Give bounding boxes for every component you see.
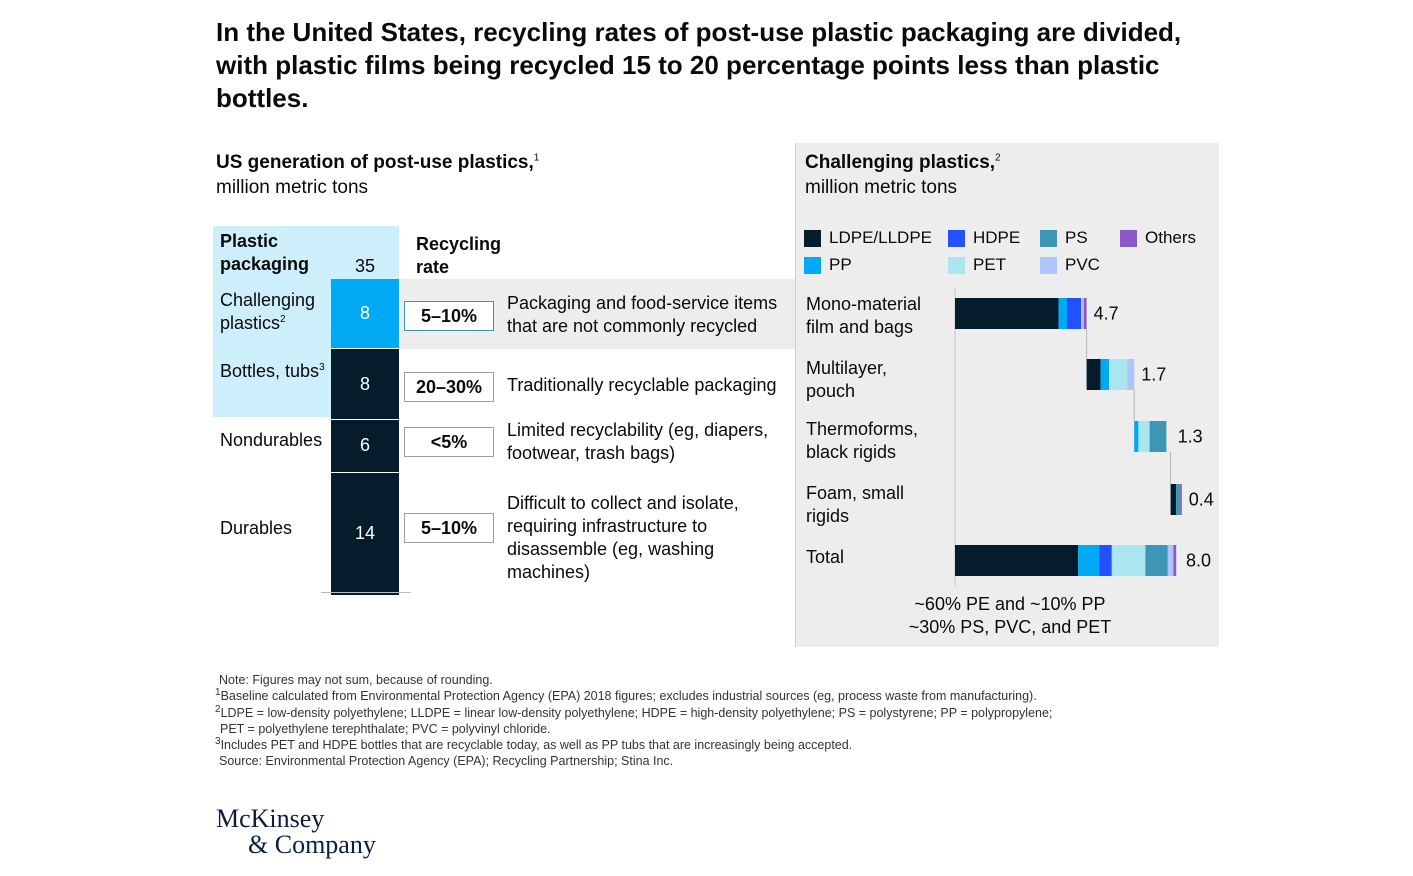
bar-segment-0: 8 xyxy=(331,279,399,350)
category-label-2: Thermoforms, black rigids xyxy=(806,419,919,462)
legend-swatch xyxy=(1120,229,1137,247)
bar-segment-ps xyxy=(1145,545,1168,576)
bar-segment-pp xyxy=(1134,421,1139,452)
left-chart-heading: US generation of post-use plastics,1 mil… xyxy=(216,150,539,200)
bar-segment-others xyxy=(1180,484,1182,515)
legend-swatch xyxy=(1040,229,1057,247)
legend-label: PS xyxy=(1065,228,1088,247)
right-heading-text: Challenging plastics, xyxy=(805,152,996,173)
row-description-2: Limited recyclability (eg, diapers, foot… xyxy=(507,420,769,463)
right-heading-footnote: 2 xyxy=(995,152,1001,164)
value-label: 8.0 xyxy=(1186,551,1211,571)
packaging-total: 35 xyxy=(354,256,376,276)
value-label: 1.3 xyxy=(1178,427,1203,447)
bar-segment-1: 8 xyxy=(331,349,399,420)
rate-header: Recycling rate xyxy=(416,234,502,277)
row-description-1: Traditionally recyclable packaging xyxy=(507,375,777,395)
bar-segment-3: 14 xyxy=(331,472,399,596)
row-label-0: Challenging plastics2 xyxy=(220,290,316,333)
logo-line-2: & Company xyxy=(248,830,376,859)
legend-label: HDPE xyxy=(973,228,1021,247)
bar-segment-pp xyxy=(1078,545,1100,576)
left-baseline xyxy=(321,592,411,593)
category-label-4: Total xyxy=(806,547,845,567)
legend-label: LDPE/LLDPE xyxy=(829,228,932,247)
recycling-rate-0: 5–10% xyxy=(404,301,494,331)
category-label-0: Mono-material film and bags xyxy=(806,294,922,337)
row-label-footnote: 3 xyxy=(319,362,325,373)
footnotes: Note: Figures may not sum, because of ro… xyxy=(215,672,1052,770)
left-unit: million metric tons xyxy=(216,177,369,198)
packaging-header: Plastic packaging xyxy=(220,231,310,274)
recycling-rate-3: 5–10% xyxy=(404,513,494,543)
source: Source: Environmental Protection Agency … xyxy=(219,754,674,769)
bar-segment-ldpe-lldpe xyxy=(955,545,1079,576)
bar-segment-pet xyxy=(1111,545,1146,576)
right-chart-heading: Challenging plastics,2 million metric to… xyxy=(805,150,1001,200)
legend-item: PVC xyxy=(1040,255,1100,275)
bar-segment-pet xyxy=(1109,359,1128,390)
bar-segment-pp xyxy=(1100,359,1109,390)
left-heading-text: US generation of post-use plastics, xyxy=(216,152,534,173)
row-description-3: Difficult to collect and isolate, requir… xyxy=(507,493,739,582)
legend-item: LDPE/LLDPE xyxy=(804,228,932,248)
bar-segment-pvc xyxy=(1167,545,1174,576)
row-description-0: Packaging and food-service items that ar… xyxy=(507,293,778,336)
right-unit: million metric tons xyxy=(805,177,958,198)
bar-segment-others xyxy=(1083,298,1087,329)
composition-line-1: ~60% PE and ~10% PP xyxy=(914,594,1106,614)
legend-label: PVC xyxy=(1065,255,1100,274)
legend-item: HDPE xyxy=(948,228,1020,248)
footnote-2b: PET = polyethylene terephthalate; PVC = … xyxy=(220,721,551,736)
legend-item: PP xyxy=(804,255,852,275)
bar-segment-ldpe-lldpe xyxy=(955,298,1059,329)
bar-segment-ps xyxy=(1149,421,1167,452)
bar-segment-ldpe-lldpe xyxy=(1170,484,1177,515)
value-label: 4.7 xyxy=(1094,304,1119,324)
value-label: 1.7 xyxy=(1141,365,1166,385)
category-label-1: Multilayer, pouch xyxy=(806,358,888,401)
value-label: 0.4 xyxy=(1189,490,1214,510)
logo-line-1: McKinsey xyxy=(216,804,325,833)
bar-segment-pvc xyxy=(1081,298,1084,329)
bar-segment-pvc xyxy=(1127,359,1135,390)
row-label-2: Nondurables xyxy=(220,430,323,450)
note: Note: Figures may not sum, because of ro… xyxy=(219,673,493,687)
legend-label: PP xyxy=(829,255,852,274)
legend-swatch xyxy=(948,229,965,247)
bar-segment-pet xyxy=(1138,421,1150,452)
legend-label: PET xyxy=(973,255,1007,274)
row-label-1: Bottles, tubs3 xyxy=(220,361,325,381)
bar-segment-2: 6 xyxy=(331,419,399,473)
footnote-3: 3Includes PET and HDPE bottles that are … xyxy=(215,736,853,753)
legend-swatch xyxy=(804,229,821,247)
page-title: In the United States, recycling rates of… xyxy=(216,17,1182,113)
mckinsey-logo: McKinsey & Company xyxy=(216,806,376,858)
composition-line-2: ~30% PS, PVC, and PET xyxy=(908,617,1112,637)
legend-item: Others xyxy=(1120,228,1196,248)
legend-swatch xyxy=(1040,256,1057,274)
legend-swatch xyxy=(948,256,965,274)
legend-swatch xyxy=(804,256,821,274)
bar-segment-hdpe xyxy=(1099,545,1112,576)
left-heading-footnote: 1 xyxy=(533,152,540,164)
footnote-2a: 2LDPE = low-density polyethylene; LLDPE … xyxy=(215,703,1053,720)
bar-segment-others xyxy=(1173,545,1177,576)
legend-item: PET xyxy=(948,255,1006,275)
row-label-3: Durables xyxy=(220,518,293,538)
bar-segment-ldpe-lldpe xyxy=(1086,359,1101,390)
bar-segment-ps xyxy=(1176,484,1181,515)
legend-item: PS xyxy=(1040,228,1088,248)
recycling-rate-2: <5% xyxy=(404,427,494,457)
legend-label: Others xyxy=(1145,228,1197,247)
recycling-rate-1: 20–30% xyxy=(404,372,494,402)
category-label-3: Foam, small rigids xyxy=(806,483,905,526)
bar-segment-hdpe xyxy=(1067,298,1081,329)
row-label-footnote: 2 xyxy=(280,314,286,325)
bar-segment-pp xyxy=(1058,298,1067,329)
footnote-1: 1Baseline calculated from Environmental … xyxy=(215,687,1037,704)
